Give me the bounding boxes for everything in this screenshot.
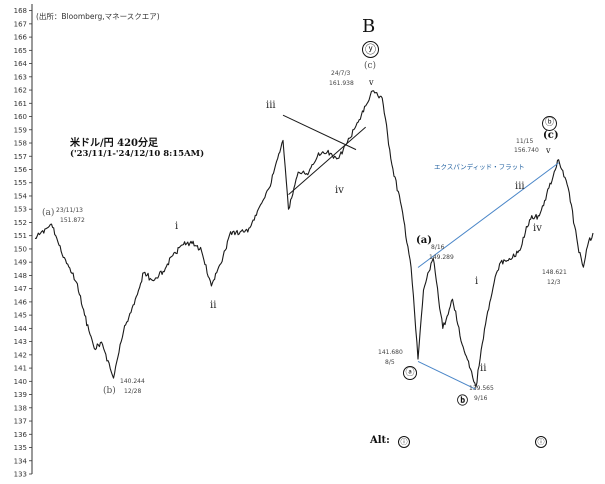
y-tick-label-151: 151	[14, 232, 27, 240]
y-tick-label-155: 155	[14, 179, 27, 187]
y-tick-label-165: 165	[14, 47, 27, 55]
annot-dec28-date: 12/28	[124, 388, 142, 395]
wave-label-c-nov: (c)	[543, 130, 559, 141]
alt-wave-i-right: ⓘ	[535, 436, 547, 448]
y-tick-label-154: 154	[14, 192, 28, 200]
wave-label-i-sep: i	[475, 276, 479, 287]
y-tick-label-159: 159	[14, 126, 27, 134]
alt-label: Alt:	[370, 435, 390, 446]
annot-jul3-date: 24/7/3	[331, 70, 351, 77]
annot-nov15-date: 11/15	[516, 138, 534, 145]
y-tick-label-150: 150	[14, 245, 27, 253]
wave-label-iv-nov: iv	[533, 223, 542, 234]
y-tick-label-167: 167	[14, 20, 27, 28]
y-tick-label-166: 166	[14, 34, 28, 42]
wave-label-ii-sep: ii	[480, 363, 487, 374]
wave-label-iii-2024: iii	[266, 100, 276, 111]
y-tick-label-141: 141	[14, 365, 27, 373]
wave-label-B: B	[362, 16, 376, 37]
annot-aug5-date: 8/5	[385, 359, 395, 366]
y-tick-label-135: 135	[14, 444, 27, 452]
y-tick-label-158: 158	[14, 140, 27, 148]
y-tick-label-145: 145	[14, 312, 27, 320]
y-tick-label-149: 149	[14, 259, 27, 267]
y-tick-label-147: 147	[14, 285, 27, 293]
y-tick-label-156: 156	[14, 166, 28, 174]
triangle-trendline-2	[288, 126, 366, 196]
y-tick-label-146: 146	[14, 298, 28, 306]
source-note: (出所：Bloomberg,マネースクエア)	[36, 12, 160, 21]
y-tick-label-137: 137	[14, 418, 27, 426]
wave-label-b-final: ⓑ	[457, 394, 468, 407]
y-tick-label-140: 140	[14, 378, 27, 386]
chart-title: 米ドル/円 420分足	[70, 138, 159, 149]
expanded-flat-label: エクスパンディッド・フラット	[434, 163, 525, 171]
y-tick-label-133: 133	[14, 471, 27, 479]
wave-label-a-2023: (a)	[42, 208, 55, 218]
annot-sep16-date: 9/16	[474, 395, 488, 402]
triangle-trendline-1	[282, 114, 357, 151]
annot-aug16-value: 149.289	[429, 254, 454, 261]
wave-label-i-2024: i	[175, 221, 179, 232]
annot-nov15-value: 156.740	[514, 147, 539, 154]
chart-period: ('23/11/1-'24/12/10 8:15AM)	[70, 149, 205, 159]
wave-label-ii-2024: ii	[210, 300, 217, 311]
peak-marker-jul: v	[369, 78, 374, 87]
alt-wave-i-left: ⓘ	[398, 436, 410, 448]
price-line	[34, 90, 594, 388]
annot-aug16-date: 8/16	[431, 244, 445, 251]
y-tick-label-162: 162	[14, 87, 27, 95]
annot-jul3-value: 161.938	[329, 80, 354, 87]
y-tick-label-153: 153	[14, 206, 27, 214]
y-tick-label-142: 142	[14, 351, 27, 359]
y-tick-label-157: 157	[14, 153, 27, 161]
y-tick-label-148: 148	[14, 272, 27, 280]
wave-label-y-circled: ⓨ	[362, 41, 379, 58]
y-tick-label-164: 164	[14, 60, 28, 68]
annot-dec28-value: 140.244	[120, 378, 145, 385]
y-tick-label-163: 163	[14, 73, 27, 81]
peak-marker-nov: v	[546, 146, 551, 155]
y-tick-label-161: 161	[14, 100, 27, 108]
y-tick-label-152: 152	[14, 219, 27, 227]
channel-line-1	[417, 162, 559, 268]
y-tick-label-138: 138	[14, 404, 27, 412]
wave-label-a-circled: ⓐ	[403, 366, 417, 380]
wave-label-a-aug: (a)	[416, 235, 432, 246]
annot-sep16-value: 139.565	[469, 385, 494, 392]
y-tick-label-134: 134	[14, 457, 28, 465]
annot-dec3-value: 148.621	[542, 269, 567, 276]
y-tick-label-136: 136	[14, 431, 28, 439]
y-tick-label-144: 144	[14, 325, 28, 333]
wave-label-b-circled: ⓑ	[542, 116, 557, 131]
y-tick-label-168: 168	[14, 7, 27, 15]
wave-label-c-peak: (c)	[364, 61, 377, 71]
annot-aug5-value: 141.680	[378, 349, 403, 356]
wave-label-iv-2024: iv	[335, 185, 344, 196]
annot-dec3-date: 12/3	[547, 279, 561, 286]
y-tick-label-143: 143	[14, 338, 27, 346]
annot-nov13-value: 151.872	[60, 217, 85, 224]
wave-label-iii-oct: iii	[515, 181, 525, 192]
channel-line-2	[417, 361, 477, 390]
y-tick-label-160: 160	[14, 113, 27, 121]
annot-nov13-date: 23/11/13	[56, 207, 83, 214]
y-tick-label-139: 139	[14, 391, 27, 399]
wave-label-b-2023: (b)	[103, 386, 116, 396]
